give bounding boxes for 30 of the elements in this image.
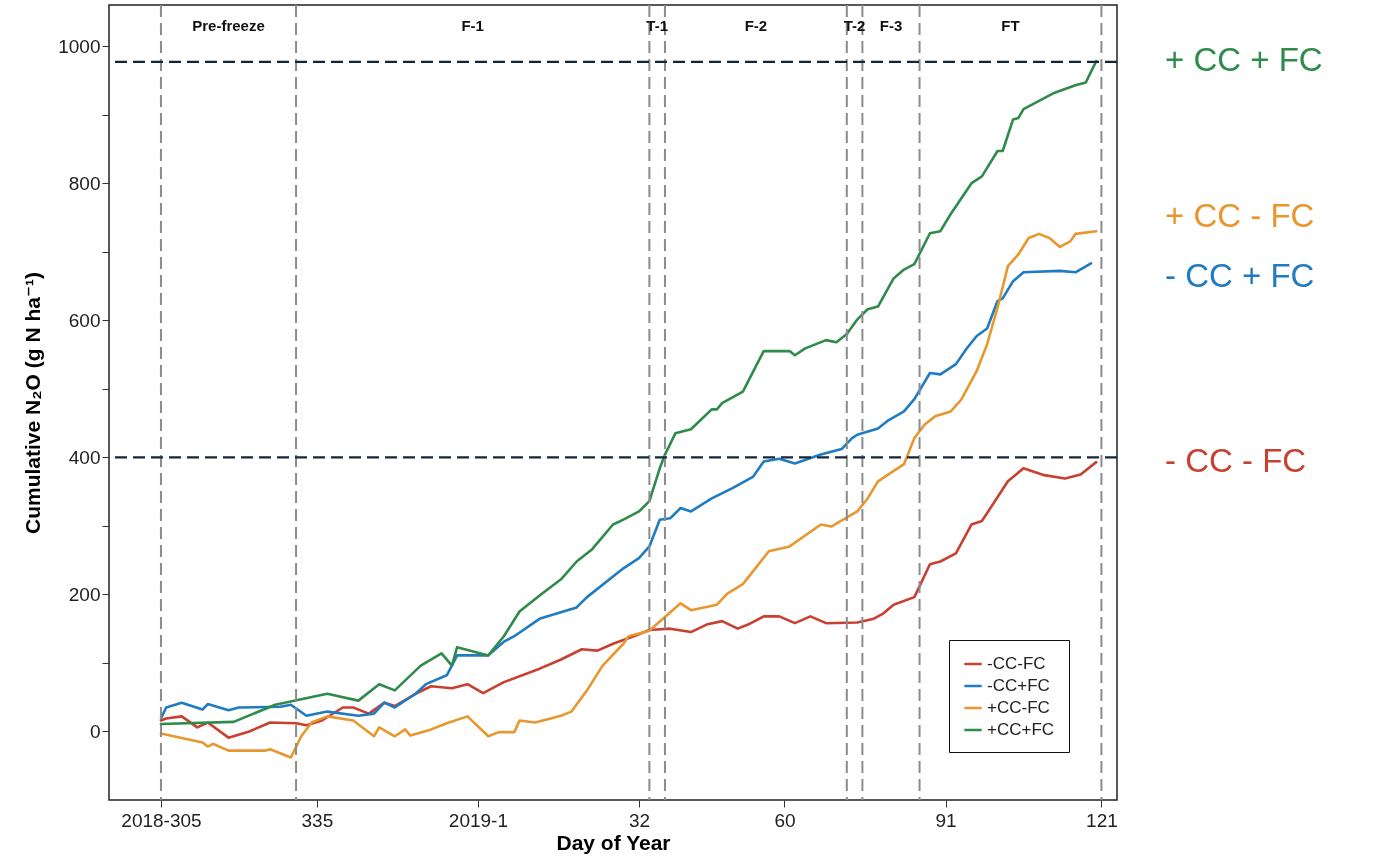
annotation: T-2	[843, 17, 866, 34]
x-tick-label: 32	[628, 809, 651, 831]
y-tick-label: 200	[68, 583, 101, 605]
x-axis-title: Day of Year	[556, 830, 671, 854]
legend-label: -CC+FC	[987, 676, 1050, 695]
text: - CC - FC	[1165, 442, 1307, 480]
x-tick-label: 2019-1	[448, 809, 508, 831]
text: + CC + FC	[1165, 41, 1323, 79]
annotation: F-2	[744, 17, 768, 34]
text: + CC - FC	[1165, 197, 1315, 235]
annotation: F-3	[879, 17, 903, 34]
legend-label: +CC-FC	[987, 698, 1050, 717]
x-tick-label: 121	[1086, 809, 1118, 831]
y-tick-label: 600	[68, 309, 101, 331]
text: - CC + FC	[1165, 257, 1315, 295]
x-tick-label: 60	[774, 809, 796, 831]
annotation: FT	[1001, 17, 1020, 34]
legend-label: +CC+FC	[987, 720, 1055, 739]
annotation: T-1	[646, 17, 669, 34]
annotation: F-1	[461, 17, 484, 34]
y-axis-title: Cumulative N₂O (g N ha⁻¹)	[21, 272, 45, 534]
x-tick-label: 335	[301, 809, 334, 831]
y-tick-label: 400	[68, 446, 101, 468]
legend-label: -CC-FC	[987, 654, 1046, 673]
x-tick-label: 2018-305	[121, 809, 202, 831]
x-tick-label: 91	[935, 809, 957, 831]
y-tick-label: 800	[68, 172, 101, 194]
annotation: Pre-freeze	[192, 17, 265, 34]
y-tick-label: 1000	[58, 35, 101, 57]
y-tick-label: 0	[89, 720, 101, 742]
